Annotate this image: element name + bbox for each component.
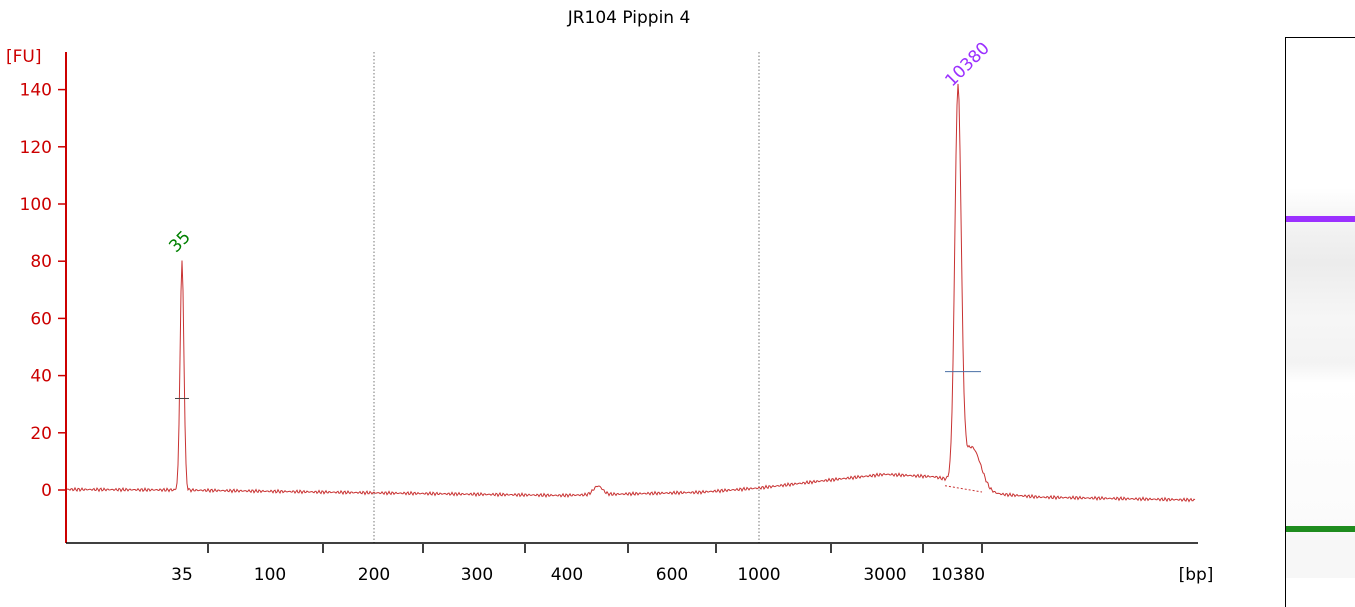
x-tick-label-100: 100 — [254, 565, 286, 585]
x-tick-label-3000: 3000 — [863, 565, 906, 585]
gel-lane-panel — [1285, 37, 1355, 607]
data-series-trace — [66, 83, 1196, 503]
x-tick-label-400: 400 — [551, 565, 583, 585]
y-tick-label-100: 100 — [20, 195, 52, 215]
x-tick-label-1000: 1000 — [737, 565, 780, 585]
chart-title: JR104 Pippin 4 — [567, 8, 691, 28]
y-tick-label-20: 20 — [30, 424, 52, 444]
peak-label-35: 35 — [165, 227, 194, 256]
x-tick-label-600: 600 — [656, 565, 688, 585]
gel-band-upper-marker — [1286, 216, 1355, 222]
y-axis-label: [FU] — [6, 47, 42, 67]
y-tick-label-80: 80 — [30, 252, 52, 272]
x-tick-label-10380: 10380 — [931, 565, 985, 585]
y-tick-label-140: 140 — [20, 81, 52, 101]
x-tick-label-300: 300 — [461, 565, 493, 585]
y-tick-label-40: 40 — [30, 367, 52, 387]
x-axis-label: [bp] — [1179, 565, 1214, 585]
peak-baseline-10380 — [944, 485, 983, 493]
gel-band-lower-marker — [1286, 526, 1355, 532]
peak-label-10380: 10380 — [941, 38, 993, 90]
y-tick-label-120: 120 — [20, 138, 52, 158]
x-tick-label-200: 200 — [358, 565, 390, 585]
y-tick-label-60: 60 — [30, 309, 52, 329]
y-tick-label-0: 0 — [41, 481, 52, 501]
x-tick-label-35: 35 — [171, 565, 193, 585]
